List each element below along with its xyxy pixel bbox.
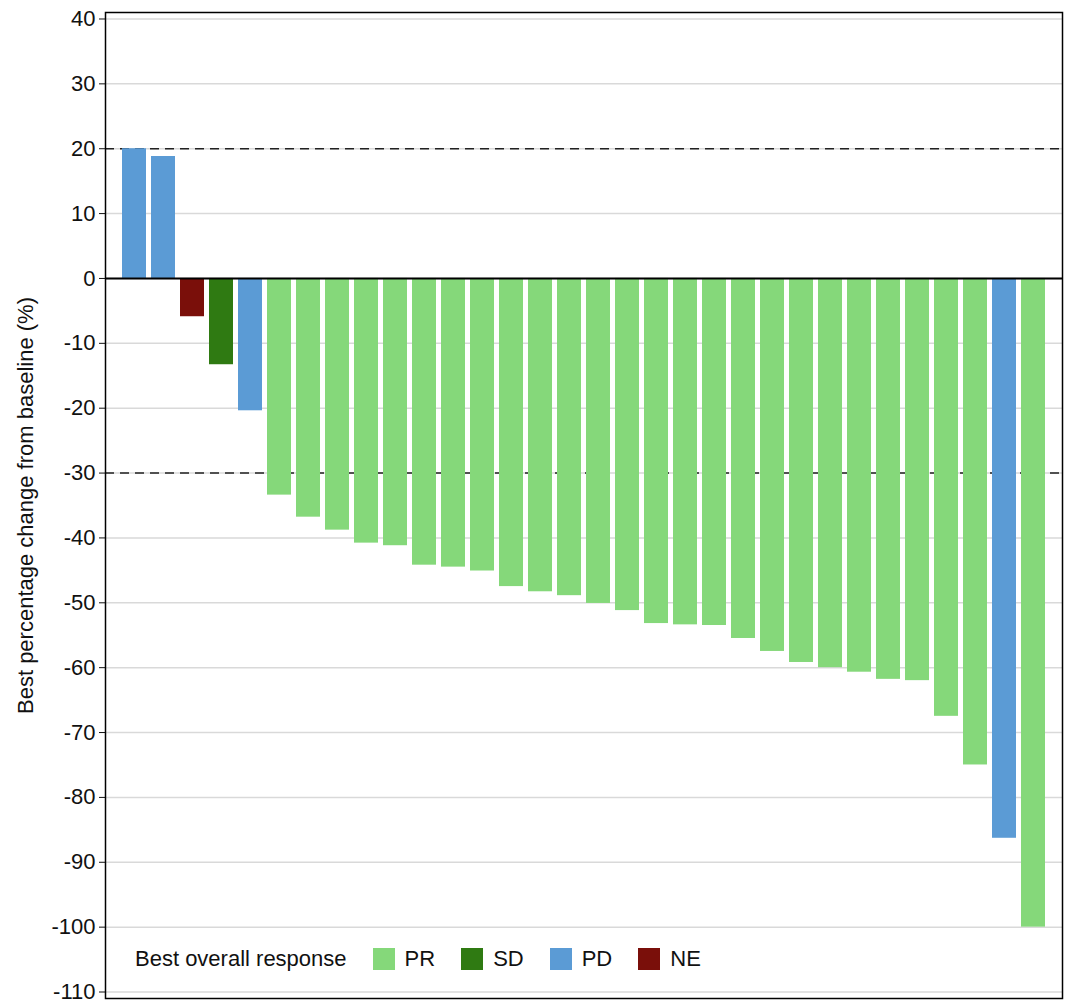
svg-text:-20: -20: [64, 395, 96, 420]
svg-text:-40: -40: [64, 525, 96, 550]
html-text:SD: SD: [493, 946, 524, 972]
html-text:PD: PD: [581, 946, 613, 972]
svg-text:20: 20: [71, 136, 95, 161]
svg-text:40: 40: [71, 6, 95, 31]
svg-text:-60: -60: [64, 655, 96, 680]
html-text:Best overall response: Best overall response: [135, 946, 347, 972]
svg-text:-10: -10: [64, 330, 96, 355]
svg-text:-100: -100: [51, 914, 95, 939]
html-text:NE: NE: [670, 946, 701, 972]
svg-text:-80: -80: [64, 784, 96, 809]
svg-text:-30: -30: [64, 460, 96, 485]
svg-text:-90: -90: [64, 849, 96, 874]
svg-text:30: 30: [71, 71, 95, 96]
svg-text:0: 0: [83, 266, 95, 291]
svg-text:-110: -110: [53, 979, 95, 1004]
svg-text:-50: -50: [64, 590, 96, 615]
svg-text:10: 10: [71, 201, 95, 226]
svg-text:-70: -70: [64, 720, 96, 745]
html-text:PR: PR: [404, 946, 436, 972]
svg-text:Best percentage change from ba: Best percentage change from baseline (%): [13, 297, 38, 714]
